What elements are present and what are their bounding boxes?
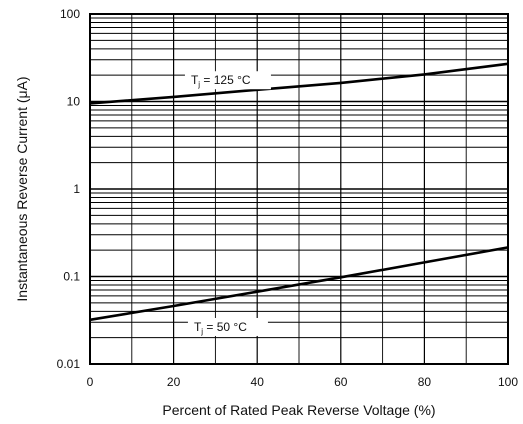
x-tick-label: 60	[334, 375, 348, 389]
y-tick-label: 100	[60, 7, 80, 21]
series-label-tj-125: Tj = 125 °C	[191, 73, 251, 89]
y-tick-label: 1	[73, 182, 80, 196]
x-tick-label: 0	[87, 375, 94, 389]
y-tick-label: 10	[67, 95, 81, 109]
series-line-tj-125	[89, 62, 509, 105]
curve-labels: Tj = 125 °CTj = 50 °C	[184, 71, 271, 336]
series-label-background	[187, 317, 268, 336]
x-tick-labels: 0 20 40 60 80 100	[87, 375, 519, 389]
series-label-background	[184, 71, 271, 90]
y-tick-label: 0.01	[57, 357, 81, 371]
series-label-subscript: j	[197, 80, 200, 89]
series-label-tj-50: Tj = 50 °C	[194, 320, 247, 336]
x-tick-label: 80	[418, 375, 432, 389]
series-label-rest: = 50 °C	[203, 320, 247, 334]
y-axis-label: Instantaneous Reverse Current (μA)	[14, 76, 30, 301]
series-label-main: T	[194, 320, 202, 334]
y-tick-labels: 0.01 0.1 1 10 100	[57, 7, 81, 371]
plot-grid	[90, 14, 508, 364]
series-label-subscript: j	[200, 327, 203, 336]
x-tick-label: 20	[167, 375, 181, 389]
x-axis-label: Percent of Rated Peak Reverse Voltage (%…	[162, 402, 435, 418]
x-tick-label: 40	[251, 375, 265, 389]
series-label-rest: = 125 °C	[200, 73, 251, 87]
curves	[89, 62, 509, 322]
x-tick-label: 100	[498, 375, 518, 389]
series-label-main: T	[191, 73, 199, 87]
y-tick-label: 0.1	[63, 270, 80, 284]
series-line-tj-50	[89, 246, 509, 322]
plot-frame	[89, 13, 509, 365]
